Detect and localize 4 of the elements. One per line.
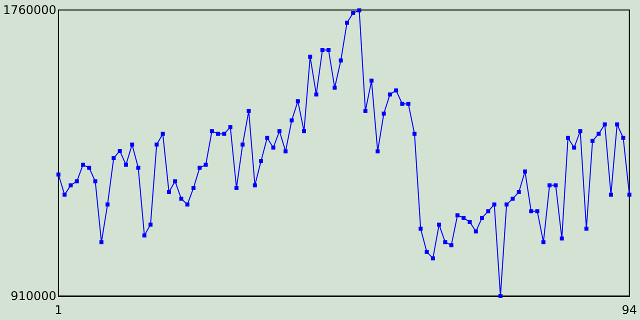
x-tick-label: 1 [54, 303, 62, 317]
x-tick-label: 94 [622, 303, 638, 317]
y-tick-label: 1760000 [2, 3, 56, 17]
y-tick-label: 910000 [10, 289, 56, 303]
